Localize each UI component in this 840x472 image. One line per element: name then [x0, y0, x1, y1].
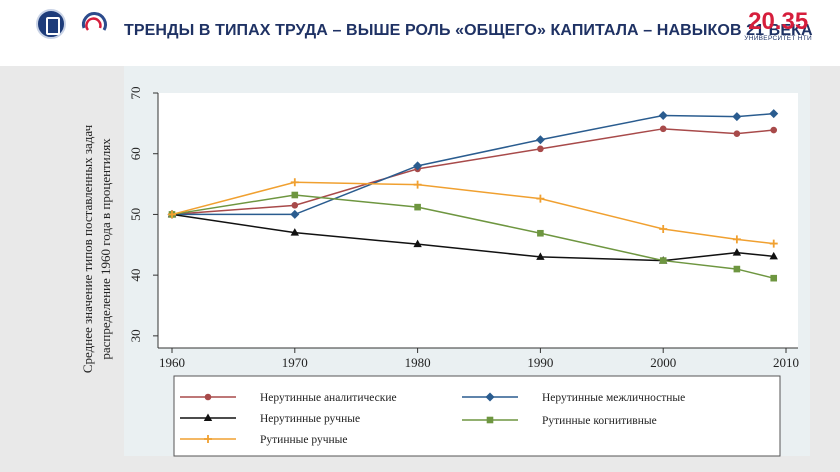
x-tick-label: 1980 [405, 355, 431, 370]
x-tick-label: 1960 [159, 355, 185, 370]
data-point [413, 180, 422, 189]
data-point [291, 202, 299, 209]
brand-logo: 20.35 УНИВЕРСИТЕТ НТИ [744, 8, 812, 43]
legend-marker [486, 416, 494, 424]
page-title: ТРЕНДЫ В ТИПАХ ТРУДА – ВЫШЕ РОЛЬ «ОБЩЕГО… [124, 22, 813, 39]
data-point [290, 178, 299, 187]
legend-marker [485, 392, 495, 402]
data-point [414, 203, 421, 211]
y-axis-title-line-1: Среднее значение типов поставленных зада… [80, 124, 95, 373]
data-point [769, 239, 778, 248]
data-point [769, 109, 779, 119]
legend-label: Нерутинные межличностные [542, 392, 685, 404]
hse-logo [36, 9, 66, 39]
x-tick-label: 1970 [282, 355, 308, 370]
data-point [733, 130, 741, 137]
y-tick-label: 40 [128, 269, 143, 282]
legend-label: Нерутинные аналитические [260, 392, 397, 404]
legend-entry: Рутинные ручные [180, 434, 347, 446]
y-tick-label: 50 [128, 208, 143, 221]
y-axis-title-line-2: распределение 1960 года в процентилях [98, 138, 113, 360]
legend [173, 375, 781, 457]
data-point [413, 161, 423, 171]
data-point [536, 194, 545, 203]
legend-label: Нерутинные ручные [260, 413, 360, 425]
data-point [291, 191, 299, 199]
data-point [732, 235, 741, 244]
legend-marker [203, 413, 213, 421]
data-point [537, 229, 544, 237]
series-5 [168, 178, 778, 248]
legend-entry: Нерутинные аналитические [180, 392, 397, 404]
legend-label: Рутинные когнитивные [542, 415, 657, 427]
legend-entry: Нерутинные ручные [180, 413, 360, 425]
data-point [732, 112, 742, 122]
swirl-logo [81, 12, 107, 31]
x-tick-label: 2000 [650, 355, 676, 370]
series-1 [168, 125, 778, 218]
data-point [659, 257, 667, 264]
brand-subtitle: УНИВЕРСИТЕТ НТИ [744, 35, 812, 42]
data-point [290, 209, 300, 219]
legend-entry: Нерутинные межличностные [462, 392, 685, 404]
data-point [770, 274, 778, 282]
data-point [537, 145, 544, 153]
legend-entry: Рутинные когнитивные [462, 415, 657, 427]
x-tick-label: 1990 [527, 355, 553, 370]
data-point [658, 110, 668, 120]
data-point [168, 210, 176, 219]
data-point [535, 135, 545, 145]
brand-number: 20.35 [748, 8, 809, 35]
data-point [733, 265, 741, 273]
slide-header: ТРЕНДЫ В ТИПАХ ТРУДА – ВЫШЕ РОЛЬ «ОБЩЕГО… [0, 0, 840, 66]
data-point [659, 225, 668, 233]
data-point [732, 248, 742, 256]
x-tick-label: 2010 [773, 355, 799, 370]
data-point [769, 251, 778, 260]
data-point [770, 126, 778, 134]
y-tick-label: 30 [128, 329, 143, 342]
legend-marker [204, 393, 212, 401]
line-chart: Среднее значение типов поставленных зада… [80, 66, 810, 457]
data-point [536, 252, 545, 260]
y-tick-label: 60 [128, 147, 143, 160]
data-point [290, 228, 299, 236]
data-point [659, 125, 667, 133]
legend-label: Рутинные ручные [260, 434, 347, 446]
y-tick-label: 70 [128, 87, 143, 100]
y-axis-title: Среднее значение типов поставленных зада… [80, 124, 113, 373]
data-point [413, 239, 422, 248]
legend-marker [204, 435, 212, 443]
